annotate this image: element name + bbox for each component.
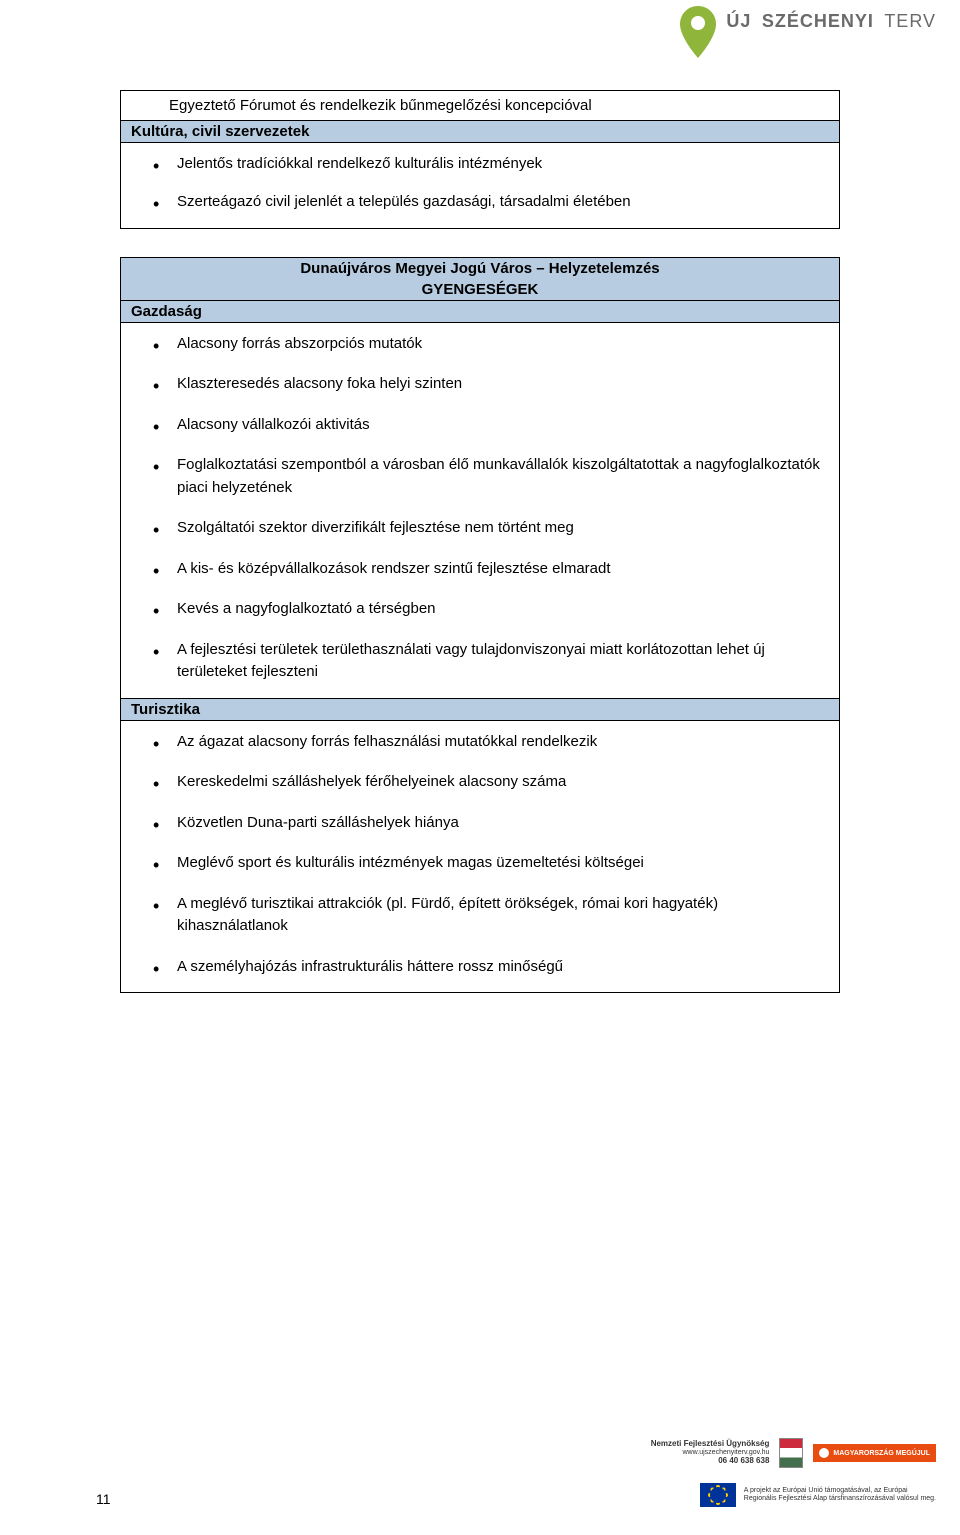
list-item: Közvetlen Duna-parti szálláshelyek hiány… [177,812,823,853]
logo-word-szechenyi: SZÉCHENYI [762,11,874,31]
logo-word-terv: TERV [884,11,936,31]
nfu-line1: Nemzeti Fejlesztési Ügynökség [651,1440,770,1449]
turisztika-list: Az ágazat alacsony forrás felhasználási … [121,721,839,993]
list-item: A meglévő turisztikai attrakciók (pl. Fü… [177,893,823,956]
header-stack: Dunaújváros Megyei Jogú Város – Helyzete… [121,258,839,301]
eu-line2: Regionális Fejlesztési Alap társfinanszí… [744,1495,936,1503]
lead-text: Egyeztető Fórumot és rendelkezik bűnmege… [121,91,839,120]
list-item: Kereskedelmi szálláshelyek férőhelyeinek… [177,771,823,812]
box2-title-line2: GYENGESÉGEK [121,279,839,301]
list-item: A kis- és középvállalkozások rendszer sz… [177,558,823,599]
list-item: Jelentős tradíciókkal rendelkező kulturá… [177,153,823,192]
footer-block: Nemzeti Fejlesztési Ügynökség www.ujszec… [636,1429,936,1519]
page: ÚJ SZÉCHENYI TERV Egyeztető Fórumot és r… [0,0,960,1535]
gazdasag-list: Alacsony forrás abszorpciós mutatók Klas… [121,323,839,698]
eu-flag-icon [700,1483,736,1507]
nfu-line3: 06 40 638 638 [651,1457,770,1466]
map-pin-icon [680,6,716,58]
box2-title-line1: Dunaújváros Megyei Jogú Város – Helyzete… [121,258,839,279]
box-gyengesegek: Dunaújváros Megyei Jogú Város – Helyzete… [120,257,840,994]
kultura-list: Jelentős tradíciókkal rendelkező kulturá… [121,143,839,228]
eu-text: A projekt az Európai Unió támogatásával,… [744,1487,936,1503]
footer-bottom: A projekt az Európai Unió támogatásával,… [636,1483,936,1507]
list-item: Alacsony forrás abszorpciós mutatók [177,333,823,374]
list-item: Kevés a nagyfoglalkoztató a térségben [177,598,823,639]
eu-line1: A projekt az Európai Unió támogatásával,… [744,1487,936,1495]
list-item: Klaszteresedés alacsony foka helyi szint… [177,373,823,414]
logo-text: ÚJ SZÉCHENYI TERV [726,6,936,31]
content-area: Egyeztető Fórumot és rendelkezik bűnmege… [0,0,960,993]
magyarorszag-badge: MAGYARORSZÁG MEGÚJUL [813,1444,936,1462]
page-number: 11 [96,1491,111,1507]
box-kultura: Egyeztető Fórumot és rendelkezik bűnmege… [120,90,840,229]
list-item: Szolgáltatói szektor diverzifikált fejle… [177,517,823,558]
section-turisztika-title: Turisztika [121,698,839,721]
badge-dot-icon [819,1448,829,1458]
section-gazdasag-title: Gazdaság [121,301,839,323]
badge-text: MAGYARORSZÁG MEGÚJUL [833,1450,930,1457]
footer-top: Nemzeti Fejlesztési Ügynökség www.ujszec… [636,1429,936,1477]
list-item: Foglalkoztatási szempontból a városban é… [177,454,823,517]
list-item: A személyhajózás infrastrukturális hátte… [177,956,823,985]
section-kultura-title: Kultúra, civil szervezetek [121,120,839,143]
list-item: A fejlesztési területek területhasználat… [177,639,823,690]
list-item: Meglévő sport és kulturális intézmények … [177,852,823,893]
list-item: Az ágazat alacsony forrás felhasználási … [177,731,823,772]
hungary-emblem-icon [779,1438,803,1468]
szechenyi-logo: ÚJ SZÉCHENYI TERV [680,6,936,58]
logo-word-uj: ÚJ [726,11,751,31]
list-item: Alacsony vállalkozói aktivitás [177,414,823,455]
list-item: Szerteágazó civil jelenlét a település g… [177,191,823,220]
nfu-text: Nemzeti Fejlesztési Ügynökség www.ujszec… [651,1440,770,1465]
